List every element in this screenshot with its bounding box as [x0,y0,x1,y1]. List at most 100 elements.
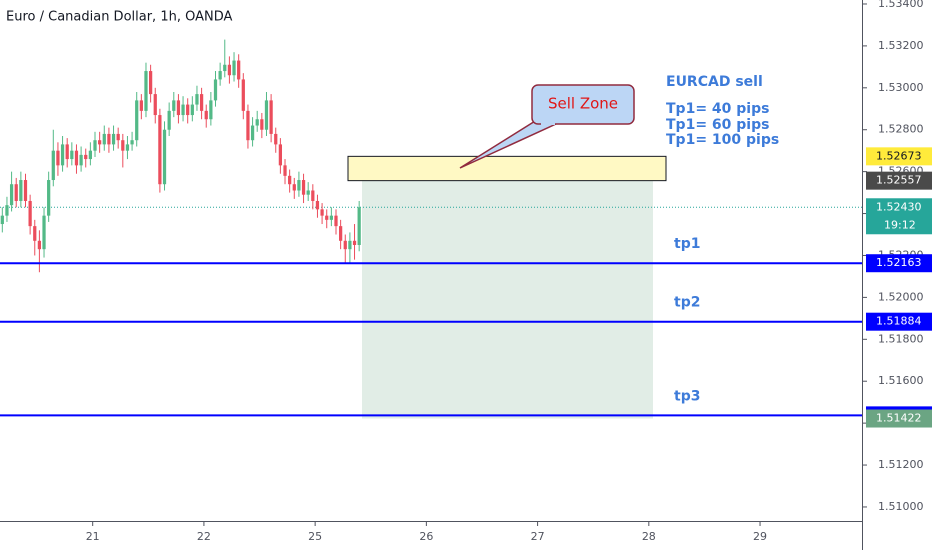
candle-body [74,150,79,166]
candle-body [70,150,74,160]
y-tick-label: 1.51200 [878,458,924,471]
candle-body [306,190,310,195]
y-tick-label: 1.51600 [878,374,924,387]
callout-text: Sell Zone [548,95,618,113]
level-badge [866,254,932,273]
chart-title: Euro / Canadian Dollar, 1h, OANDA [6,10,233,25]
candle-body [56,150,60,166]
candle-body [190,104,194,116]
candle-body [51,150,55,181]
candle-body [33,226,37,241]
candle-body [227,64,232,76]
candle-body [352,240,357,245]
candle-body [14,184,18,201]
x-tick-label: 25 [308,530,322,543]
candle-body [88,150,92,160]
y-tick-label: 1.53000 [878,81,924,94]
target-zone [362,180,653,419]
zone-bottom-badge [866,171,932,190]
candle-body [237,60,241,80]
candle-body [301,180,306,195]
candle-body [135,100,139,141]
zone-bottom-label: 1.52557 [876,174,922,187]
candle-body [250,125,255,141]
plot-area: tp1 tp2 tp3 Sell Zone EURCAD sell Tp1= 40 pip… [0,39,862,419]
candle-body [283,165,287,176]
x-tick-label: 29 [753,530,767,543]
candle-body [111,133,116,145]
level-label: 1.51884 [876,315,922,328]
candle-body [19,180,23,201]
candle-body [42,215,46,250]
y-tick-label: 1.51800 [878,332,924,345]
target-bottom-badge [866,409,932,428]
candle-body [246,110,250,141]
candle-body [269,100,273,134]
candle-body [241,79,245,111]
candle-body [60,144,65,166]
candle-body [23,180,28,201]
x-tick-label: 26 [419,530,433,543]
current-price-label: 1.52430 [876,200,922,213]
y-tick-label: 1.52800 [878,123,924,136]
callout-box [531,84,635,125]
candle-body [329,215,333,220]
candle-body [5,205,9,216]
candle-body [130,140,134,145]
candle-body [255,119,259,126]
candle-body [125,144,130,151]
target-level-name: tp1 [674,236,700,252]
zone-top-label: 1.52673 [876,149,922,162]
candle-body [186,104,190,116]
candle-body [223,64,227,72]
target-level-name: tp2 [674,295,700,311]
y-tick-label: 1.53200 [878,39,924,52]
candle-body [297,180,301,191]
note-line: Tp1= 60 pips [666,117,769,133]
candle-body [260,119,264,130]
callout-gap [541,122,555,125]
candle-body [199,94,204,111]
candle-body [288,175,292,185]
candle-body [181,104,185,116]
candle-body [232,60,236,76]
x-tick-label: 21 [86,530,100,543]
candle-body [9,184,14,206]
candle-body [47,180,51,216]
candle-body [274,133,278,145]
candle-body [162,129,167,185]
candle-body [209,100,213,120]
current-price-badge [866,198,932,235]
note-line: EURCAD sell [666,74,763,90]
note-line: Tp1= 40 pips [666,101,769,117]
candle-body [357,207,361,245]
candle-body [204,110,208,120]
candle-body [148,71,153,95]
candle-body [144,71,148,111]
candle-body [121,140,125,151]
zone-top-badge [866,147,932,166]
note-line: Tp1= 100 pips [666,132,779,148]
sell-zone [347,155,667,182]
x-tick-label: 27 [531,530,545,543]
candle-body [102,133,106,145]
candle-body [158,115,162,185]
candle-body [334,215,338,227]
candle-body [0,215,4,225]
y-tick-label: 1.52000 [878,290,924,303]
y-tick-label: 1.51000 [878,500,924,513]
countdown: 19:12 [884,218,916,231]
candle-body [28,200,32,227]
candle-body [348,240,352,250]
candle-body [139,100,143,111]
candle-body [93,140,97,151]
candle-body [37,240,42,250]
candle-body [107,133,111,145]
candle-body [320,209,324,216]
candle-body [84,154,88,160]
level-label: 1.52163 [876,256,922,269]
candle-body [325,215,329,220]
target-level-name: tp3 [674,388,700,404]
candle-body [218,71,222,80]
